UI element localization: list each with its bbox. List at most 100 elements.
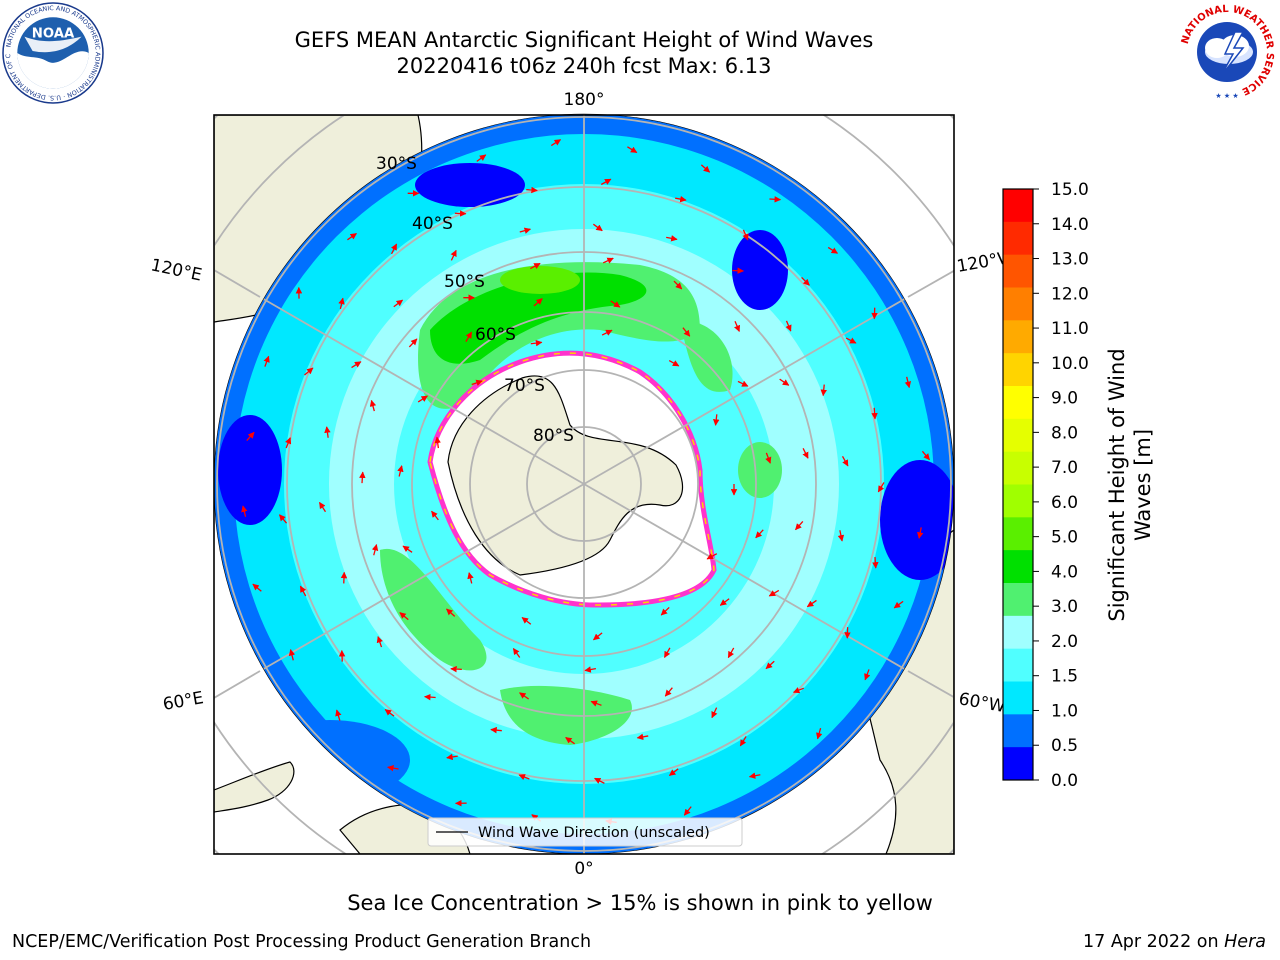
wind-arrow [338,297,345,310]
wind-arrow [837,530,845,542]
wind-arrow [512,647,521,658]
svg-text:Significant Height of Wind: Significant Height of Wind [1105,348,1129,621]
wind-arrow [424,693,436,701]
wind-arrow [393,299,404,308]
footer-credit: NCEP/EMC/Verification Post Processing Pr… [12,932,592,952]
wind-arrow [490,726,502,734]
wind-arrow [673,280,683,290]
colorbar-tick-label: 9.0 [1051,389,1078,409]
lat-label-80s: 80°S [533,426,574,446]
wind-arrow [324,426,331,438]
wind-arrow [795,520,804,531]
colorbar-segment [1003,550,1033,584]
wind-arrow [602,257,614,264]
colorbar-segment [1003,320,1033,354]
wind-arrow [668,768,679,776]
colorbar-segment [1003,418,1033,453]
wind-arrow [871,407,878,420]
colorbar-label: Significant Height of Wind Waves [m] [1105,348,1155,621]
wind-arrow [636,733,649,741]
wind-arrow [530,262,541,270]
colorbar-segment [1003,714,1033,748]
svg-text:★ ★ ★: ★ ★ ★ [1215,92,1238,100]
wind-arrow [246,431,255,442]
wind-arrow [533,298,543,307]
wind-arrow [765,452,772,464]
wind-arrow [792,687,805,694]
wind-arrow [748,772,761,779]
wind-arrow [390,243,398,255]
wind-arrow [521,617,532,625]
wind-arrow [877,482,885,493]
colorbar-segment [1003,583,1033,617]
colorbar-segment [1003,353,1033,387]
colorbar-tick-label: 14.0 [1051,215,1089,235]
nws-logo: NATIONAL WEATHER SERVICE ★ ★ ★ [1178,3,1276,101]
wind-arrow [288,649,296,661]
colorbar-tick-label: 0.0 [1051,771,1078,791]
wind-arrow [711,707,718,719]
lat-label-40s: 40°S [412,214,453,234]
wind-arrow [675,195,687,203]
colorbar-segment [1003,451,1033,485]
lon-label-60w: 60°W [957,689,1007,717]
wind-arrow [299,585,307,597]
wind-arrow [742,229,749,241]
colorbar-tick-label: 1.5 [1051,667,1078,687]
svg-text:Waves [m]: Waves [m] [1131,429,1155,541]
lon-label-120e: 120°E [149,255,204,285]
lat-label-50s: 50°S [444,272,485,292]
wind-arrow [768,589,780,597]
footer-date: 17 Apr 2022 on Hera [1083,932,1266,952]
wind-arrow [785,320,792,332]
wind-arrow [476,154,487,162]
wind-arrow [712,414,720,426]
wind-arrow [610,300,621,308]
wind-arrow [668,359,680,367]
colorbar-segment [1003,747,1033,781]
graticule [216,114,952,854]
wind-arrow [384,709,395,717]
wind-arrow [519,692,530,700]
lat-label-30s: 30°S [376,154,417,174]
wind-arrow [739,736,747,747]
wind-arrow [663,647,671,658]
wind-arrow [734,321,741,332]
wind-arrow [893,600,904,609]
wind-arrow [399,612,409,621]
colorbar-tick-label: 0.5 [1051,736,1078,756]
wind-arrow [278,514,288,524]
wind-arrow [660,606,670,616]
lon-label-0: 0° [574,859,593,879]
wind-arrow [376,636,383,648]
arrow-legend: Wind Wave Direction (unscaled) [427,817,743,847]
wind-arrow [465,331,473,342]
wind-arrow [765,660,775,670]
wind-arrow [864,669,871,681]
colorbar-segment [1003,189,1033,223]
noaa-logo: NATIONAL OCEANIC AND ATMOSPHERIC ADMINIS… [2,2,104,104]
wind-arrow [519,227,532,234]
wind-arrow [706,553,718,560]
wind-arrow [802,448,809,459]
wind-arrow [682,327,691,337]
colorbar-segment [1003,386,1033,420]
wind-arrow [600,178,612,186]
wind-arrow [592,632,603,641]
colorbar-tick-label: 5.0 [1051,528,1078,548]
wind-arrow [402,545,413,553]
colorbar-segment [1003,681,1033,715]
colorbar-segment [1003,648,1033,682]
wind-arrow [526,186,538,194]
wind-arrow [434,436,441,449]
colorbar-tick-label: 11.0 [1051,319,1089,339]
colorbar-segment [1003,287,1033,321]
wind-arrow [450,249,457,261]
wind-arrow [446,753,458,761]
colorbar-tick-label: 13.0 [1051,250,1089,270]
wind-arrow [263,355,270,367]
wind-arrow [530,339,543,347]
wind-arrow [779,378,790,386]
wind-arrow [471,379,483,386]
